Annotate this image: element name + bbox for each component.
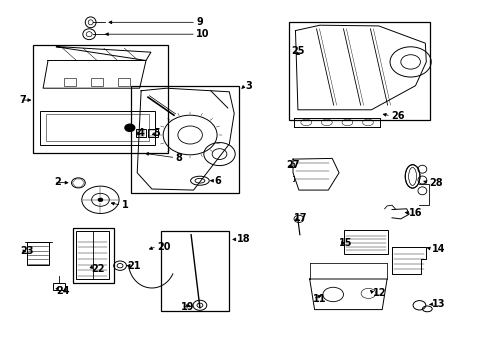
Text: 11: 11	[313, 294, 326, 304]
Text: 9: 9	[196, 17, 203, 27]
Bar	[53, 283, 65, 290]
Text: 25: 25	[291, 46, 305, 56]
Text: 16: 16	[409, 208, 423, 218]
Text: 1: 1	[122, 200, 128, 210]
Bar	[161, 231, 229, 311]
Text: 5: 5	[153, 128, 160, 138]
Circle shape	[125, 124, 135, 131]
Text: 28: 28	[429, 178, 442, 188]
Text: 10: 10	[196, 29, 210, 39]
Text: 22: 22	[91, 264, 105, 274]
Text: 26: 26	[391, 111, 405, 121]
Bar	[33, 45, 168, 153]
Text: 8: 8	[175, 153, 182, 163]
Bar	[131, 86, 239, 193]
Bar	[118, 78, 130, 86]
Bar	[64, 78, 76, 86]
Text: 18: 18	[237, 234, 251, 244]
Bar	[40, 111, 155, 145]
Text: 17: 17	[294, 213, 308, 223]
Text: 4: 4	[137, 128, 144, 138]
Bar	[136, 129, 146, 137]
Text: 27: 27	[286, 160, 300, 170]
Text: 7: 7	[20, 95, 26, 105]
Bar	[73, 228, 114, 283]
Bar	[344, 230, 388, 254]
Bar	[149, 130, 156, 136]
Text: 3: 3	[245, 81, 252, 91]
Text: 20: 20	[157, 242, 171, 252]
Bar	[148, 129, 158, 137]
Text: 19: 19	[181, 302, 195, 312]
Text: 14: 14	[432, 244, 446, 254]
Text: 12: 12	[373, 288, 387, 298]
Bar	[289, 22, 430, 120]
Text: 23: 23	[21, 246, 34, 256]
Bar	[91, 78, 103, 86]
Text: 15: 15	[339, 238, 353, 248]
Text: 21: 21	[127, 261, 141, 271]
Text: 2: 2	[54, 177, 61, 187]
Bar	[76, 231, 109, 279]
Bar	[138, 130, 144, 136]
Text: 13: 13	[432, 299, 446, 309]
Text: 24: 24	[56, 286, 70, 296]
Circle shape	[98, 198, 103, 202]
Text: 6: 6	[215, 176, 221, 186]
Bar	[27, 242, 49, 265]
Bar	[46, 114, 149, 141]
